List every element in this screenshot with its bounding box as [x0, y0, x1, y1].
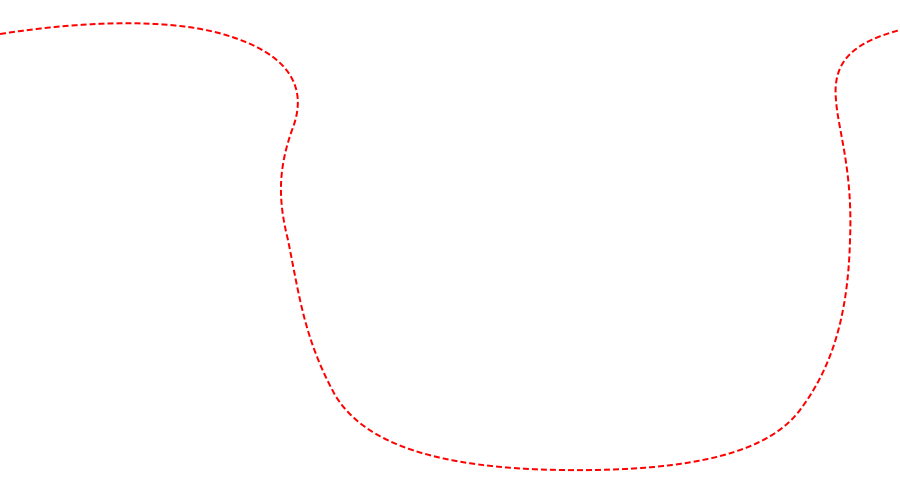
- dashed-u-curve: [0, 22, 900, 472]
